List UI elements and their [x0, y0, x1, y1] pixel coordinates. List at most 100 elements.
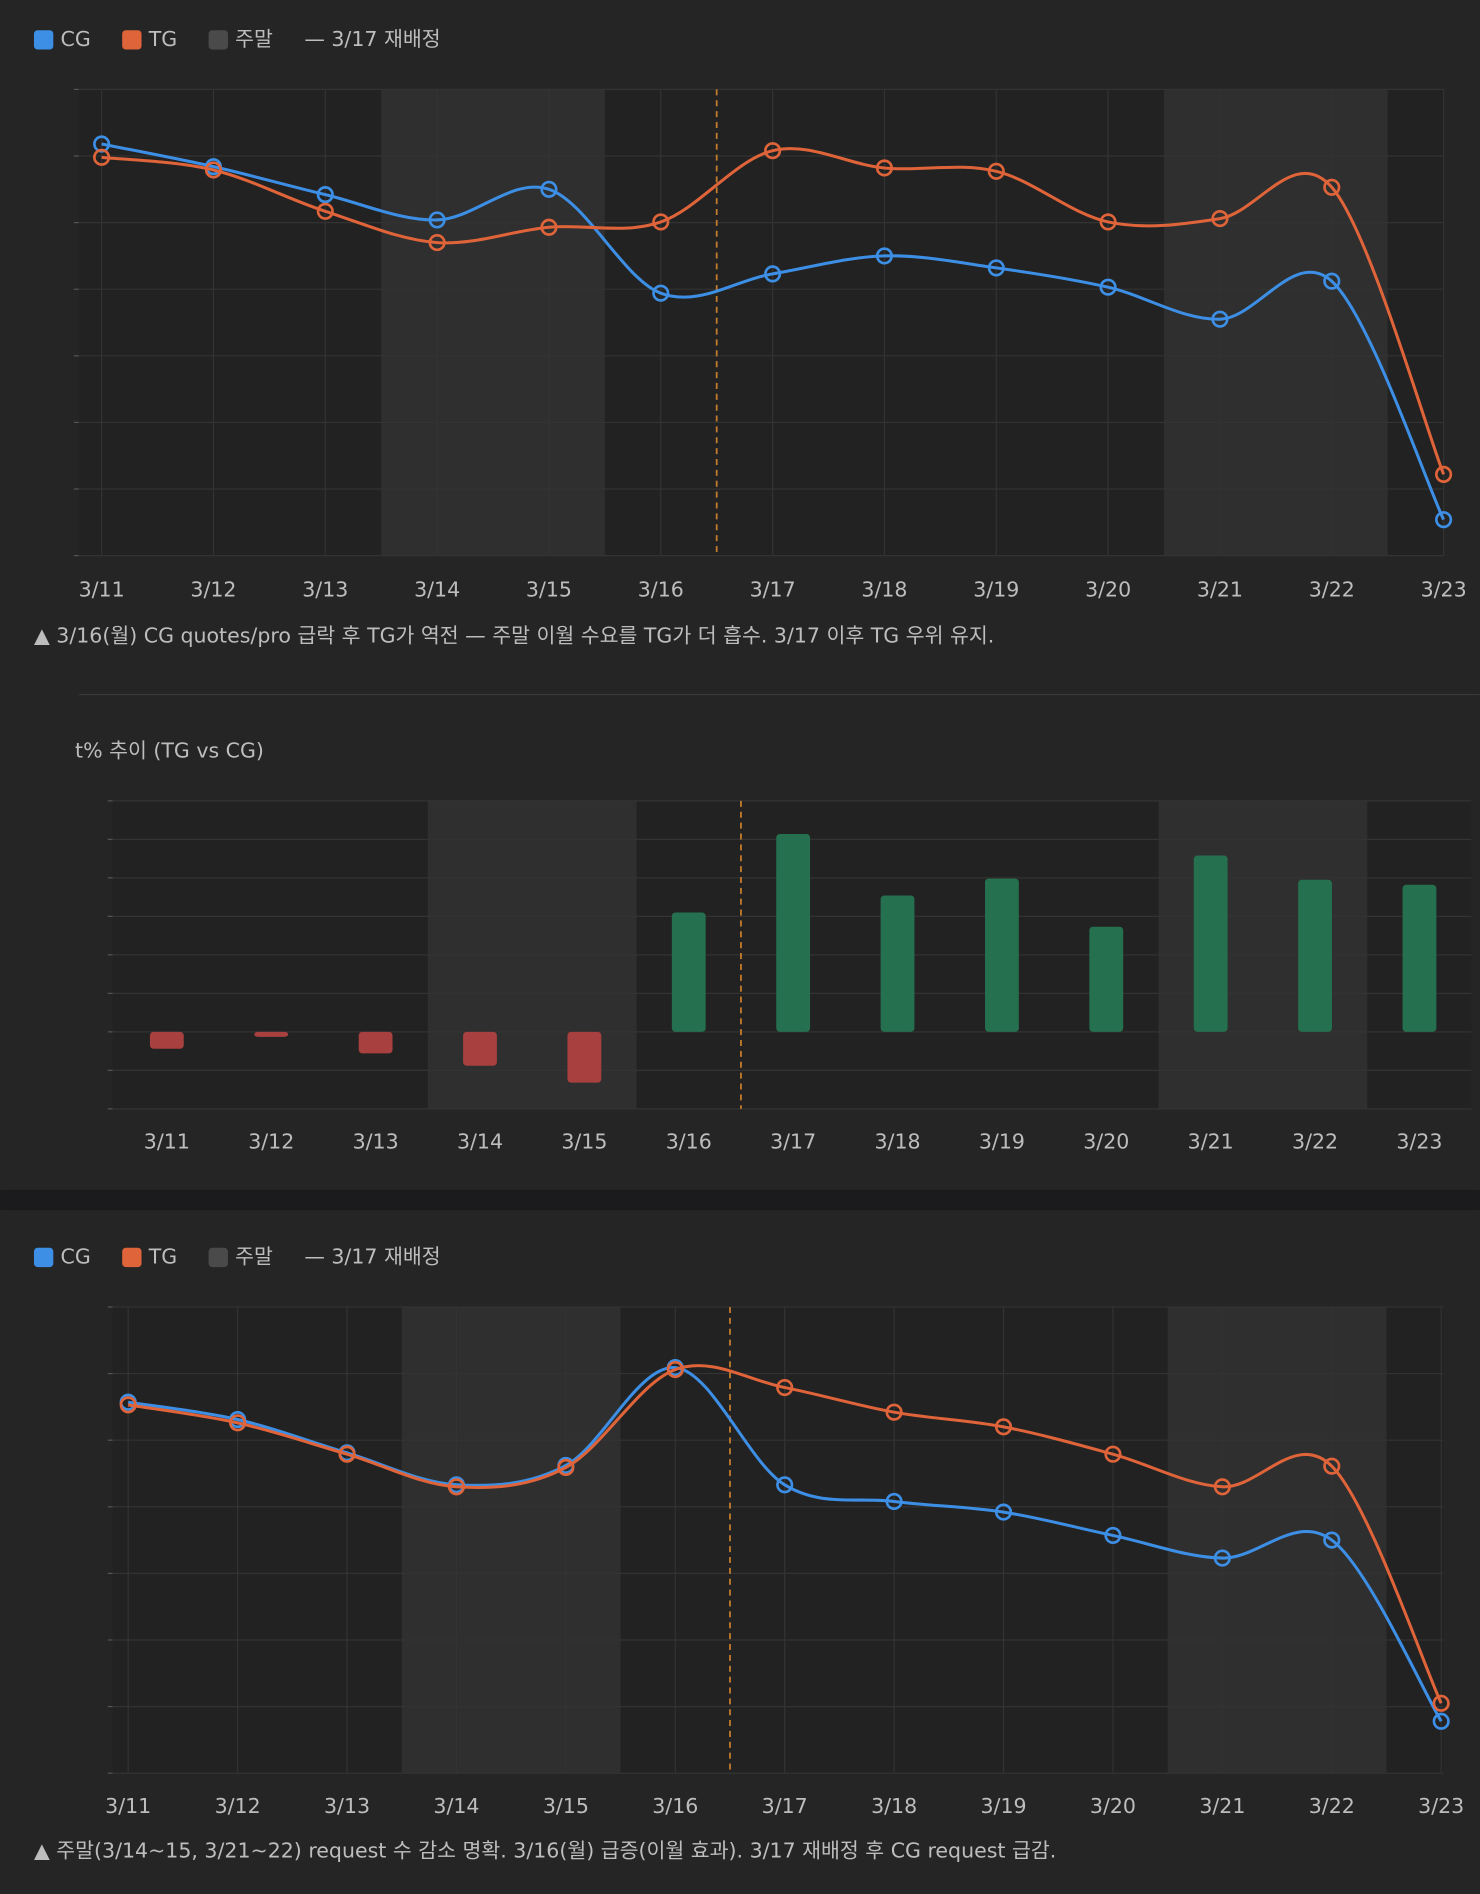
point [987, 259, 1005, 277]
point [776, 1378, 794, 1397]
point [764, 142, 782, 160]
bar [1089, 926, 1124, 1032]
point [875, 247, 894, 265]
bar [149, 1031, 184, 1049]
point [338, 1445, 356, 1463]
x-tick-label: 3/14 [457, 1130, 503, 1154]
point [229, 1414, 247, 1432]
legend-label-swatch [208, 1247, 228, 1268]
x-tick-label: 3/17 [770, 1130, 816, 1154]
x-tick-label: 3/18 [871, 1794, 917, 1818]
point [1099, 213, 1117, 231]
x-tick-label: 3/13 [302, 578, 348, 602]
bar [254, 1031, 289, 1037]
bar [671, 912, 706, 1032]
x-tick-label: 3/18 [874, 1130, 920, 1154]
point [1323, 272, 1341, 290]
x-tick-label: 3/16 [652, 1794, 698, 1818]
x-tick-label: 3/22 [1292, 1130, 1338, 1154]
point [875, 159, 894, 177]
point [1211, 210, 1229, 228]
legend-label-swatch [208, 30, 228, 50]
point [1213, 1478, 1231, 1496]
point [1432, 1694, 1450, 1712]
x-tick-label: 3/11 [105, 1794, 151, 1818]
point [204, 161, 223, 179]
x-tick-label: 3/13 [353, 1130, 399, 1154]
x-tick-label: 3/18 [861, 578, 907, 602]
weekend-band [1164, 89, 1388, 556]
point [652, 284, 670, 302]
x-tick-label: 3/12 [190, 578, 236, 602]
bar [776, 833, 811, 1032]
x-tick-label: 3/12 [215, 1794, 261, 1818]
legend-label-swatch [33, 1247, 54, 1268]
x-tick-label: 3/23 [1421, 578, 1467, 602]
x-tick-label: 3/22 [1309, 1794, 1355, 1818]
weekend-band [401, 1306, 621, 1774]
point [1435, 465, 1453, 483]
point [1099, 278, 1117, 296]
point [764, 265, 782, 283]
x-tick-label: 3/14 [433, 1794, 479, 1818]
point [1104, 1526, 1122, 1544]
x-tick-label: 3/15 [543, 1794, 589, 1818]
legend-label: 주말 [235, 1244, 273, 1268]
legend-label: — 3/17 재배정 [304, 1244, 440, 1268]
x-tick-label: 3/21 [1188, 1130, 1234, 1154]
point [1323, 178, 1341, 196]
bar [1193, 855, 1228, 1032]
point [994, 1503, 1013, 1521]
x-tick-label: 3/20 [1083, 1130, 1129, 1154]
x-tick-label: 3/16 [638, 578, 684, 602]
bar [880, 895, 915, 1032]
legend-label: — 3/17 재배정 [304, 27, 440, 51]
point [93, 148, 111, 166]
point [540, 218, 558, 236]
x-tick-label: 3/20 [1085, 578, 1131, 602]
x-tick-label: 3/13 [324, 1794, 370, 1818]
point [1323, 1457, 1341, 1475]
x-tick-label: 3/15 [526, 578, 572, 602]
section-divider [0, 1189, 1480, 1211]
legend-label: CG [61, 1244, 91, 1268]
point [1211, 310, 1229, 328]
point [1323, 1531, 1341, 1549]
point [557, 1458, 575, 1477]
x-tick-label: 3/21 [1199, 1794, 1245, 1818]
point [428, 234, 446, 252]
x-tick-label: 3/19 [973, 578, 1019, 602]
x-tick-label: 3/21 [1197, 578, 1243, 602]
x-tick-label: 3/12 [248, 1130, 294, 1154]
x-tick-label: 3/17 [750, 578, 796, 602]
point [652, 213, 670, 231]
chart-note: ▲ 주말(3/14~15, 3/21~22) request 수 감소 명확. … [34, 1839, 1056, 1863]
point [776, 1476, 794, 1494]
chart-title: t% 추이 (TG vs CG) [75, 738, 264, 762]
bar [985, 878, 1019, 1032]
x-tick-label: 3/20 [1090, 1794, 1136, 1818]
weekend-band [381, 89, 605, 556]
point [1213, 1549, 1231, 1567]
point [885, 1492, 903, 1511]
point [316, 202, 334, 220]
bar [1402, 884, 1437, 1032]
point [316, 186, 334, 204]
x-tick-label: 3/23 [1418, 1794, 1464, 1818]
point [994, 1418, 1013, 1436]
legend-label-swatch [122, 30, 142, 50]
bar [1298, 879, 1332, 1032]
point [540, 180, 558, 198]
x-tick-label: 3/15 [561, 1130, 607, 1154]
legend-label: CG [61, 27, 91, 51]
x-tick-label: 3/23 [1396, 1130, 1442, 1154]
x-tick-label: 3/11 [79, 578, 125, 602]
series-line [101, 147, 1446, 475]
point [447, 1478, 466, 1496]
chart-note: ▲ 3/16(월) CG quotes/pro 급락 후 TG가 역전 — 주말… [34, 624, 994, 648]
point [666, 1360, 684, 1379]
point [428, 211, 446, 229]
legend-label: TG [148, 27, 177, 51]
